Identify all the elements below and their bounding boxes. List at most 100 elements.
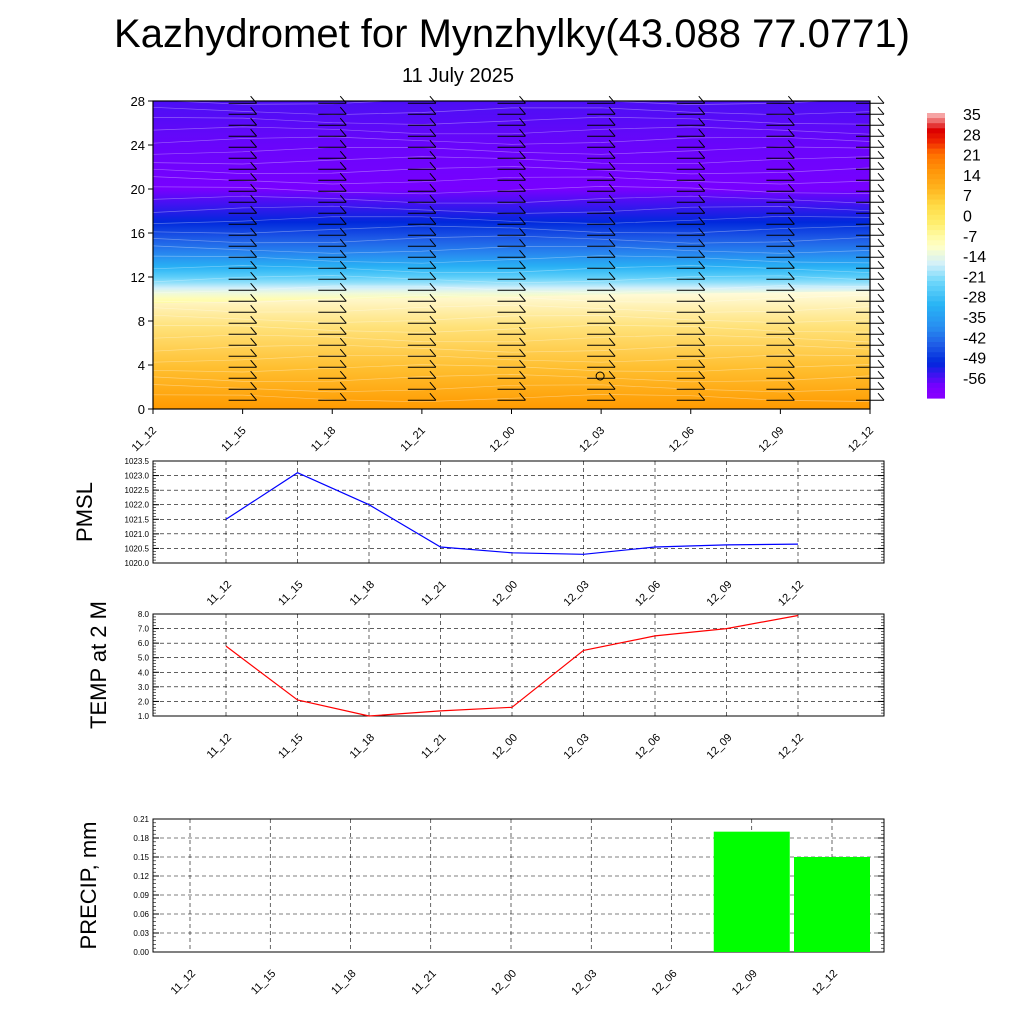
wind-barb-flag (519, 271, 526, 280)
x-tick-label: 12_09 (705, 579, 735, 609)
wind-barb-flag (698, 95, 706, 104)
wind-barb-flag (250, 370, 258, 379)
colorbar-label: 28 (963, 127, 981, 144)
wind-barb-flag (519, 106, 526, 115)
wind-barb-flag (250, 392, 258, 401)
wind-barb-flag (877, 315, 885, 324)
isotherm-line (152, 186, 871, 195)
colorbar-bin (927, 387, 945, 394)
page-title: Kazhydromet for Mynzhylky(43.088 77.0771… (114, 12, 910, 56)
colorbar-label: -35 (963, 310, 986, 327)
isotherm-line (152, 334, 871, 343)
wind-barb-flag (877, 304, 885, 313)
colorbar-bin (927, 250, 945, 257)
y-tick-label: 1020.5 (125, 544, 150, 553)
x-tick-label: 11_15 (249, 968, 279, 998)
isotherm-line (152, 265, 871, 274)
wind-barb-flag (429, 150, 437, 159)
wind-barb-flag (339, 260, 347, 269)
wind-barb-flag (608, 216, 616, 225)
colorbar-bin (927, 143, 945, 150)
wind-barb-flag (519, 370, 526, 379)
colorbar-bin (927, 296, 945, 302)
wind-barb-flag (608, 117, 616, 126)
wind-barb-flag (429, 117, 437, 126)
y-tick-label: 0.09 (133, 891, 149, 900)
wind-barb-flag (698, 227, 706, 236)
colorbar-bin (927, 245, 945, 252)
isotherm-line (152, 195, 871, 204)
wind-barb-flag (519, 348, 526, 357)
wind-barb-flag (787, 249, 795, 258)
x-tick-label: 12_09 (756, 425, 786, 455)
colorbar-bin (927, 352, 945, 358)
wind-barb-flag (877, 326, 885, 335)
colorbar-bin (927, 357, 945, 363)
y-tick-label: 20 (131, 182, 145, 197)
wind-barb-flag (877, 106, 885, 115)
wind-barb-flag (250, 326, 258, 335)
wind-barb-flag (519, 117, 526, 126)
colorbar-bin (927, 342, 945, 348)
colorbar-label: -14 (963, 249, 986, 266)
isotherm-line (152, 275, 871, 284)
colorbar-bin (927, 184, 945, 190)
y-tick-label: 16 (131, 226, 145, 241)
wind-barb-flag (608, 194, 616, 203)
wind-barb-flag (429, 337, 437, 346)
wind-barb-flag (877, 260, 885, 269)
x-tick-label: 11_12 (205, 732, 235, 762)
colorbar-bin (927, 158, 945, 165)
wind-barb-flag (250, 227, 258, 236)
wind-barb-flag (698, 106, 706, 115)
wind-barb-flag (339, 95, 347, 104)
colorbar-bin (927, 255, 945, 262)
wind-barb-flag (519, 95, 526, 104)
wind-barb-flag (250, 238, 258, 247)
wind-barb-flag (429, 381, 437, 390)
y-tick-label: 12 (131, 270, 145, 285)
wind-barb-flag (698, 161, 706, 170)
x-tick-label: 12_12 (776, 579, 806, 609)
wind-barb-flag (250, 172, 258, 181)
wind-barb-flag (250, 348, 258, 357)
x-tick-label: 11_15 (276, 732, 306, 762)
wind-barb-flag (877, 249, 885, 258)
isotherm-line (152, 255, 871, 264)
wind-barb-flag (519, 315, 526, 324)
wind-barb-flag (250, 304, 258, 313)
wind-barb-flag (429, 194, 437, 203)
wind-barb-flag (877, 161, 885, 170)
x-tick-label: 11_15 (219, 425, 249, 455)
wind-barb-flag (787, 260, 795, 269)
isotherm-line (152, 294, 871, 304)
colorbar-bin (927, 392, 945, 399)
wind-barb-flag (429, 161, 437, 170)
colorbar-bin (927, 326, 945, 333)
wind-barb-flag (608, 128, 616, 137)
isotherm-line (152, 176, 871, 185)
isotherm-line (152, 384, 871, 393)
colorbar-bin (927, 280, 945, 287)
wind-barbs (228, 95, 885, 401)
wind-barb-flag (787, 282, 795, 291)
wind-barb-flag (339, 205, 347, 214)
colorbar-bin (927, 168, 945, 175)
colorbar-bin (927, 219, 945, 226)
wind-barb-flag (429, 238, 437, 247)
wind-barb-flag (698, 326, 706, 335)
wind-barb-flag (519, 194, 526, 203)
wind-barb-flag (519, 293, 526, 302)
wind-barb-flag (339, 139, 347, 148)
wind-barb-flag (519, 238, 526, 247)
colorbar-bin (927, 260, 945, 267)
wind-barb-flag (698, 348, 706, 357)
x-tick-label: 11_15 (276, 579, 306, 609)
isotherm-line (152, 304, 871, 313)
wind-barb-flag (698, 304, 706, 313)
wind-barb-flag (787, 161, 795, 170)
wind-barb-flag (698, 370, 706, 379)
isotherm-line (152, 146, 871, 155)
isotherm-line (152, 106, 871, 116)
wind-barb-flag (787, 359, 795, 368)
